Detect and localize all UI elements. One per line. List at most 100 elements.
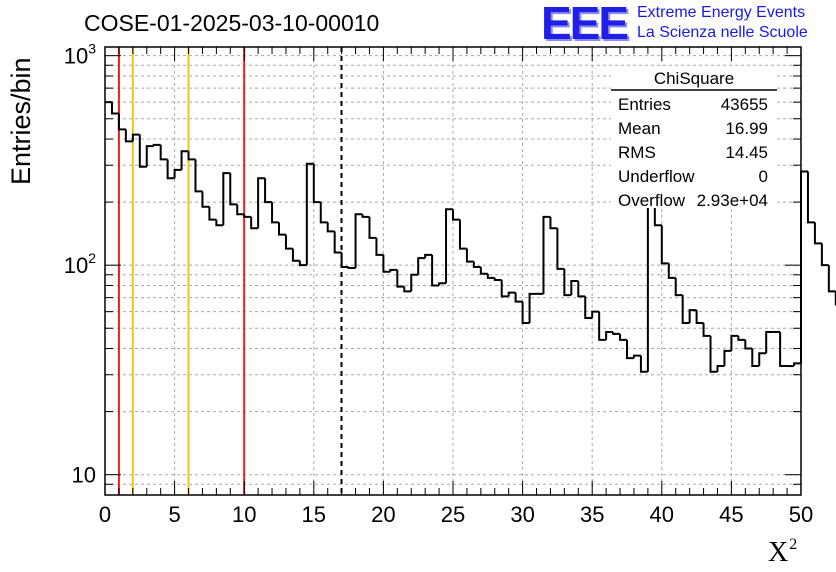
histogram-bin (646, 192, 655, 372)
histogram-bin (688, 309, 697, 323)
histogram-bin (702, 322, 711, 337)
histogram-bin (507, 291, 516, 297)
histogram-bin (612, 331, 621, 335)
stats-box-title: ChiSquare (654, 69, 734, 88)
histogram-bin (187, 151, 196, 161)
histogram-bin (577, 281, 586, 298)
histogram-bin (417, 257, 426, 275)
histogram-bin (556, 228, 565, 270)
stats-row-label: RMS (618, 143, 656, 162)
histogram-bin (800, 170, 808, 364)
histogram-bin (340, 252, 349, 269)
stats-row-value: 43655 (721, 95, 768, 114)
x-tick-label: 5 (168, 502, 180, 527)
histogram-bin (619, 333, 627, 341)
histogram-bin (131, 133, 140, 142)
histogram-bin (793, 362, 801, 367)
histogram-bin (298, 260, 307, 267)
x-tick-label: 45 (719, 502, 743, 527)
histogram-bin (152, 143, 161, 147)
x-tick-label: 15 (302, 502, 326, 527)
histogram-bin (145, 145, 154, 167)
histogram-bin (827, 265, 836, 293)
histogram-bin (452, 209, 460, 221)
histogram-bin (723, 349, 732, 367)
histogram-bin (737, 335, 746, 341)
histogram-bin (445, 208, 453, 284)
x-tick-label: 30 (510, 502, 534, 527)
histogram-bin (403, 286, 412, 293)
x-tick-label: 20 (371, 502, 395, 527)
y-tick-label: 102 (64, 250, 96, 278)
histogram-bin (347, 266, 356, 269)
histogram-bin (563, 268, 572, 297)
x-axis-title-base: X (768, 537, 789, 568)
x-tick-label: 35 (580, 502, 604, 527)
y-tick-label: 103 (64, 41, 96, 69)
histogram-bin (166, 159, 175, 180)
histogram-bin (278, 222, 286, 236)
stats-row-label: Mean (618, 119, 661, 138)
histogram-bin (765, 330, 774, 354)
histogram-bin (438, 282, 447, 286)
histogram-bin (820, 243, 829, 267)
histogram-bin (201, 191, 210, 208)
histogram-bin (222, 172, 231, 226)
histogram-bin (639, 355, 648, 373)
histogram-bin (264, 178, 273, 204)
histogram-bin (730, 334, 739, 351)
histogram-bin (333, 231, 342, 254)
histogram-bin (236, 204, 245, 216)
histogram-bin (605, 330, 614, 340)
logo-subtitle-2: La Scienza nelle Scuole (637, 24, 808, 41)
histogram-bin (486, 273, 495, 279)
histogram-bin (368, 216, 377, 239)
histogram-bin (431, 254, 440, 287)
histogram-bin (667, 263, 676, 279)
histogram-bin (159, 144, 168, 161)
histogram-bin (375, 237, 384, 256)
histogram-bin (570, 280, 579, 296)
histogram-bin (716, 365, 725, 372)
x-tick-label: 0 (99, 502, 111, 527)
histogram-bin (528, 292, 537, 323)
histogram-bin (271, 202, 279, 224)
eee-logo: EEE (541, 0, 629, 49)
histogram-bin (584, 296, 593, 319)
histogram-bin (695, 310, 704, 324)
histogram-bin (500, 279, 509, 298)
histogram-bin (180, 150, 189, 170)
histogram-bin (284, 234, 293, 250)
histogram-bin (472, 261, 481, 269)
histogram-bin (598, 311, 607, 341)
histogram-bin (194, 159, 203, 193)
x-axis-title-exponent: 2 (789, 536, 798, 553)
histogram-bin (424, 253, 433, 259)
histogram-bin (758, 352, 767, 367)
x-tick-label: 40 (650, 502, 674, 527)
histogram-bin (243, 214, 252, 218)
histogram-bin (674, 277, 683, 297)
histogram-bin (389, 268, 398, 272)
histogram-bin (138, 134, 147, 168)
histogram-bin (305, 162, 314, 266)
histogram-bin (396, 269, 405, 288)
stats-row-label: Underflow (618, 167, 695, 186)
histogram-bin (291, 248, 300, 262)
stats-row-value: 2.93e+04 (697, 191, 768, 210)
histogram-bin (744, 339, 753, 350)
histogram-bin (215, 219, 224, 227)
histogram-bin (117, 113, 126, 131)
histogram-bin (542, 215, 551, 294)
y-tick-label: 10 (72, 463, 96, 488)
x-tick-label: 10 (232, 502, 256, 527)
stats-row-value: 16.99 (725, 119, 768, 138)
x-tick-label: 25 (441, 502, 465, 527)
x-axis-title: X2 (768, 536, 797, 569)
histogram-bin (250, 216, 259, 230)
histogram-bin (660, 225, 669, 265)
histogram-bin (632, 354, 641, 359)
histogram-bin (326, 222, 335, 233)
stats-row-value: 0 (759, 167, 768, 186)
